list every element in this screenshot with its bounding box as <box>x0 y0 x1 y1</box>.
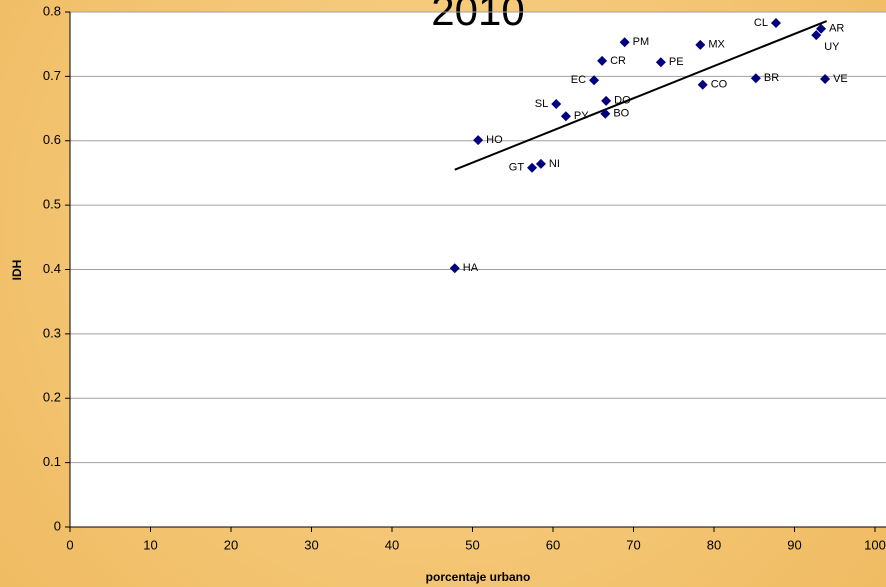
point <box>619 37 630 48</box>
trendline <box>454 20 828 171</box>
point <box>589 75 600 86</box>
x-tick-label: 20 <box>224 537 238 552</box>
point-label: VE <box>833 73 848 85</box>
point <box>601 95 612 106</box>
x-tick-label: 40 <box>385 537 399 552</box>
point <box>600 108 611 119</box>
x-tick-label: 50 <box>465 537 479 552</box>
point <box>597 55 608 66</box>
point <box>473 135 484 146</box>
y-tick-label: 0.1 <box>43 454 61 469</box>
y-tick-label: 0.6 <box>43 132 61 147</box>
y-tick-label: 0 <box>54 518 61 533</box>
x-tick-label: 10 <box>143 537 157 552</box>
point-label: PM <box>633 36 650 48</box>
y-tick-label: 0.4 <box>43 261 61 276</box>
y-tick-label: 0.2 <box>43 390 61 405</box>
x-tick-label: 90 <box>787 537 801 552</box>
point <box>697 79 708 90</box>
point-label: BO <box>613 108 629 120</box>
point-label: SL <box>535 98 548 110</box>
point-label: DO <box>614 95 631 107</box>
point-label: CO <box>711 79 728 91</box>
point <box>560 111 571 122</box>
point-label: HA <box>463 262 479 274</box>
point-label: AR <box>829 23 844 35</box>
point <box>811 30 822 41</box>
point-label: UY <box>824 41 840 53</box>
y-axis-label: IDH <box>10 260 24 281</box>
x-tick-label: 0 <box>66 537 73 552</box>
x-tick-label: 70 <box>626 537 640 552</box>
point-label: PY <box>574 110 589 122</box>
y-tick-label: 0.7 <box>43 68 61 83</box>
point-label: HO <box>486 134 503 146</box>
point-label: BR <box>764 72 779 84</box>
point <box>535 158 546 169</box>
point <box>816 23 827 34</box>
point <box>820 73 831 84</box>
point <box>695 39 706 50</box>
point <box>449 263 460 274</box>
point <box>527 162 538 173</box>
point-label: EC <box>571 74 586 86</box>
point-label: GT <box>509 162 525 174</box>
point <box>770 17 781 28</box>
point-label: CR <box>610 55 626 67</box>
x-tick-label: 100 <box>864 537 886 552</box>
point <box>750 73 761 84</box>
point-label: MX <box>708 39 725 51</box>
x-tick-label: 30 <box>304 537 318 552</box>
point <box>655 57 666 68</box>
point-label: CL <box>754 17 768 29</box>
chart-title: 2010 <box>431 0 524 34</box>
y-tick-label: 0.3 <box>43 325 61 340</box>
x-tick-label: 60 <box>546 537 560 552</box>
point-label: NI <box>549 158 560 170</box>
y-tick-label: 0.5 <box>43 197 61 212</box>
y-tick-label: 0.8 <box>43 3 61 18</box>
x-tick-label: 80 <box>707 537 721 552</box>
x-axis-label: porcentaje urbano <box>426 570 531 584</box>
point-label: PE <box>669 56 684 68</box>
point <box>551 99 562 110</box>
